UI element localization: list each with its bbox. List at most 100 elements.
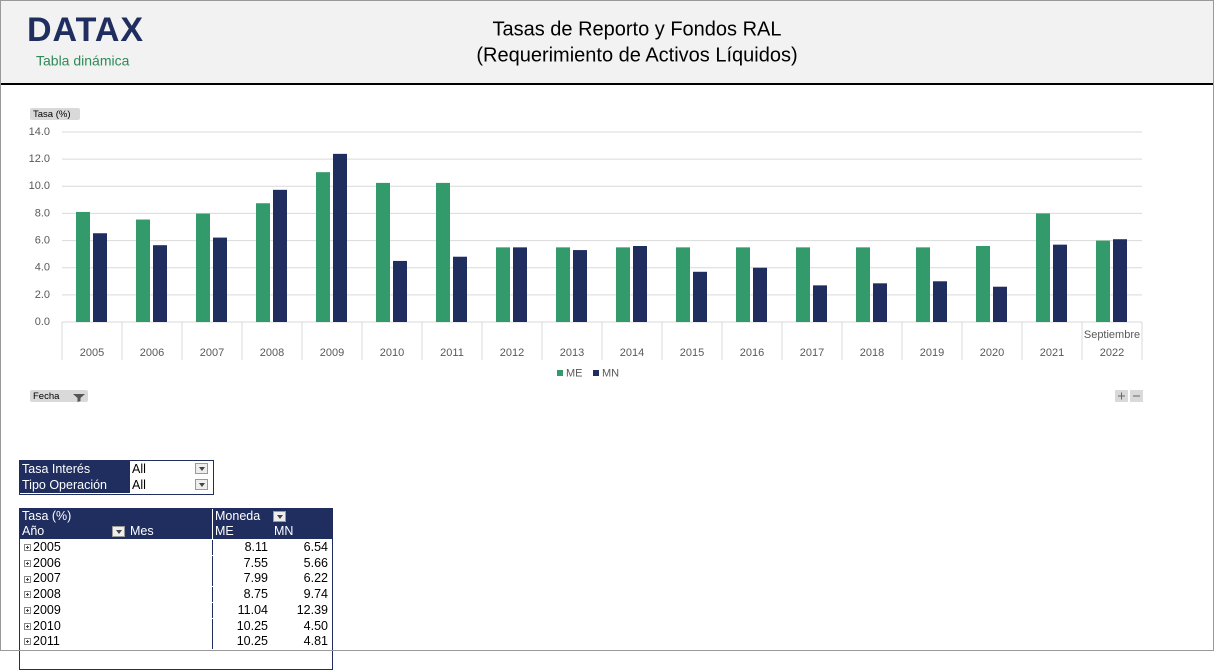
bar [856,247,870,322]
pivot-row-label: 2005 [20,540,212,555]
pivot-value: 4.50 [303,618,328,633]
bar [1053,244,1067,322]
x-sub-label: Septiembre [1084,329,1140,341]
expand-icon[interactable] [24,638,31,646]
expand-icon[interactable] [24,544,31,552]
expand-icon[interactable] [24,591,31,599]
pivot-row-label: 2010 [20,619,212,634]
pivot-value: 6.54 [303,540,328,554]
filter-dropdown[interactable] [112,526,125,537]
year: 2009 [33,602,61,617]
bar [573,250,587,322]
x-tick-label: 2008 [260,347,284,359]
pivot-value: 9.74 [303,587,328,602]
pivot-value: 6.22 [303,571,328,586]
pivot-column: MN [272,524,332,539]
x-tick-label: 2017 [800,347,824,359]
bar [753,267,767,322]
bar [436,182,450,322]
filter-icon[interactable] [73,394,85,402]
pivot-value: 4.81 [303,634,328,649]
bar [796,247,810,322]
title: (Requerimiento de Activos Líquidos) [476,44,797,66]
bar [1036,213,1050,322]
year: 2011 [33,634,60,649]
x-tick-label: 2010 [380,347,404,359]
pivot-column: ME [212,524,272,539]
pivot-value: 5.66 [303,555,328,570]
bar [333,153,347,322]
pivot-column: Mes [130,524,154,538]
bar [513,247,527,322]
bar [556,247,570,322]
bar [976,246,990,322]
bar [736,247,750,322]
field-button-label[interactable]: Tasa (%) [33,109,70,120]
field-button[interactable] [30,108,80,120]
pivot-value: 12.39 [296,602,328,617]
x-tick-label: 2007 [200,347,224,359]
pivot-row-label: 2006 [20,556,212,571]
plus-icon[interactable] [1118,392,1125,400]
filter-button[interactable] [30,390,88,402]
bar [676,247,690,322]
y-tick-label: 4.0 [35,262,50,274]
y-tick-label: 14.0 [29,126,50,138]
filter-label: Tasa Interés [20,461,129,477]
bar [256,203,270,322]
pivot-row-label: 2011 [20,634,212,649]
x-tick-label: 2016 [740,347,764,359]
pivot-header: Tasa (%) [20,509,212,524]
bar [813,285,827,322]
pivot-header-label: Moneda [215,509,261,523]
bar [153,245,167,322]
filter-button-label[interactable]: Fecha [33,391,60,402]
bar [873,283,887,322]
title: Tasas de Reporto y Fondos RAL [492,18,781,40]
bar [196,213,210,322]
dropdown[interactable] [195,463,208,474]
bar [393,260,407,322]
y-tick-label: 8.0 [35,207,50,219]
filter-value[interactable]: All [129,461,213,477]
y-tick-label: 10.0 [29,180,50,192]
pivot-value: 11.04 [212,602,270,618]
filter-value[interactable]: All [129,477,213,493]
pivot-value: 7.55 [212,555,270,571]
year: 2008 [33,587,61,602]
filter-label: Tipo Operación [20,477,129,493]
bar [93,233,107,322]
y-tick-label: 6.0 [35,234,50,246]
pivot-value: 7.99 [212,571,270,587]
bar [916,247,930,322]
x-tick-label: 2020 [980,347,1004,359]
pivot-value: 8.75 [212,587,270,603]
pivot-value: 10.25 [212,618,270,634]
expand-icon[interactable] [24,607,31,614]
expand-icon[interactable] [24,575,31,583]
logo-subtitle: Tabla dinámica [36,53,130,69]
x-tick-label: 2005 [80,347,104,359]
header-bg [0,0,1214,84]
x-tick-label: 2009 [320,347,344,359]
bar [1113,239,1127,322]
y-tick-label: 0.0 [35,316,50,328]
bar [273,189,287,322]
expand-icon[interactable] [24,622,31,630]
pivot-row-label: 2009 [20,603,212,618]
pivot-row-label: 2008 [20,587,212,602]
filter-panel: Tasa Interés All Tipo Operación All [19,460,214,495]
bar [633,246,647,322]
bar [213,237,227,322]
bar [76,211,90,322]
expand-icon[interactable] [24,559,31,567]
dropdown[interactable] [273,511,286,522]
legend-label: MN [602,367,619,379]
pivot-row-label: 2007 [20,571,212,586]
year: 2007 [33,571,61,586]
chart: DATAX Tabla dinámica Tasas de Reporto y … [0,0,1214,402]
bar [376,182,390,322]
bar [316,172,330,322]
year: 2005 [33,540,61,554]
dropdown[interactable] [195,479,208,490]
